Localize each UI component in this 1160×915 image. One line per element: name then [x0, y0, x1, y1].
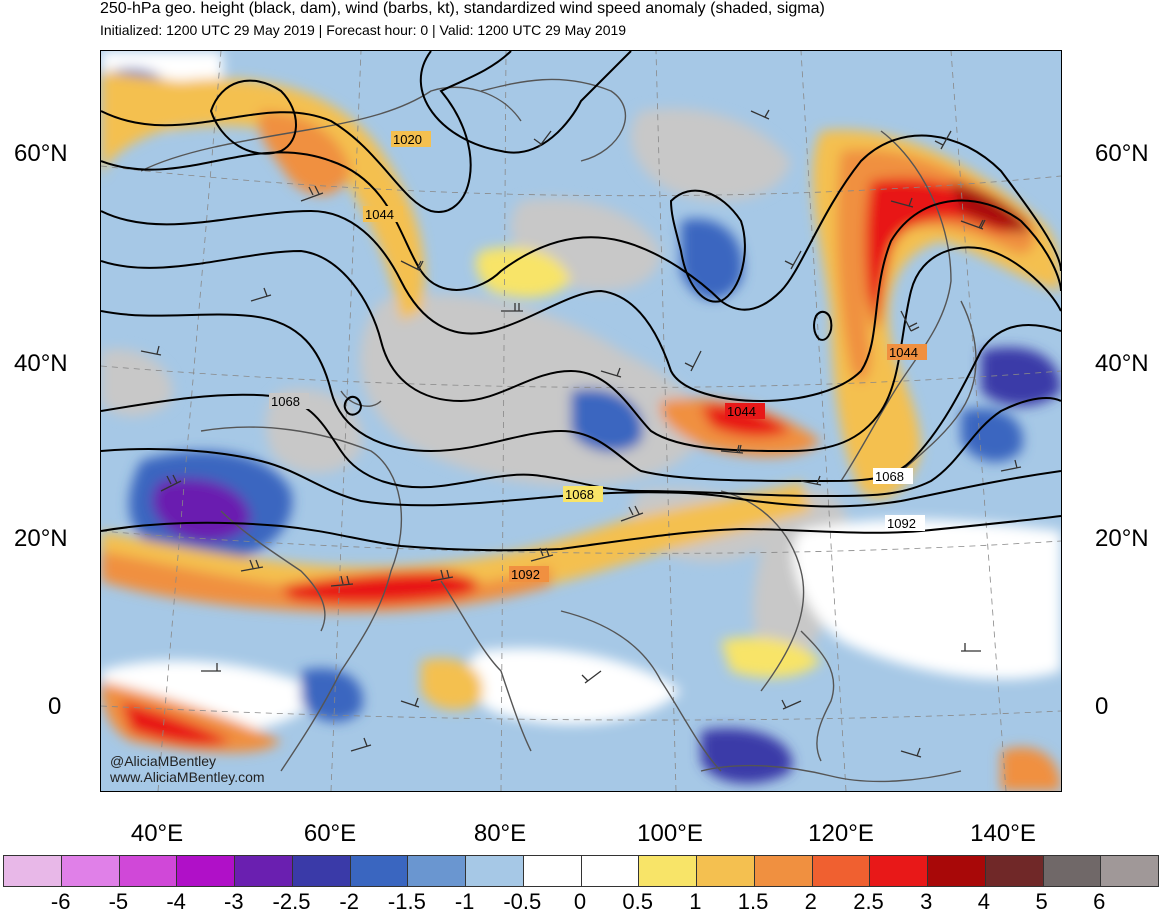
colorbar-tick-label: 2: [804, 889, 817, 914]
contour-label: 1044: [365, 207, 394, 222]
colorbar-swatch: [754, 856, 813, 886]
wind-barbs: [140, 109, 1022, 758]
colorbar-swatch: [350, 856, 409, 886]
graticule: [101, 51, 1061, 791]
colorbar-tick-label: 5: [1035, 889, 1048, 914]
colorbar-tick-label: -3: [224, 889, 244, 914]
map-canvas: 1020 1044 1068 1044 1044 1068 1068 1092 …: [101, 51, 1061, 791]
lon-label-80e: 80°E: [473, 820, 527, 847]
contour-label: 1068: [875, 469, 904, 484]
colorbar-tick-label: 1: [689, 889, 702, 914]
colorbar-swatch: [1043, 856, 1102, 886]
colorbar-tick-label: -5: [108, 889, 129, 914]
lat-label-60n-right: 60°N: [1095, 140, 1149, 167]
colorbar-swatch: [697, 856, 755, 886]
map-title: 250-hPa geo. height (black, dam), wind (…: [100, 0, 825, 17]
map-subtitle: Initialized: 1200 UTC 29 May 2019 | Fore…: [100, 22, 627, 38]
contour-label: 1068: [271, 394, 300, 409]
colorbar-swatch: [177, 856, 235, 886]
colorbar-swatch: [119, 856, 178, 886]
colorbar-tick-label: 3: [920, 889, 933, 914]
colorbar-swatch: [235, 856, 293, 886]
colorbar-swatch: [812, 856, 871, 886]
colorbar-tick-label: 4: [977, 889, 991, 914]
colorbar-tick-label: 2.5: [853, 889, 884, 914]
lon-label-40e: 40°E: [130, 820, 184, 847]
colorbar-swatch: [1101, 856, 1158, 886]
lat-label-0-right: 0: [1095, 693, 1109, 720]
anomaly-shading: [101, 51, 1061, 791]
lon-label-140e: 140°E: [970, 820, 1036, 847]
height-contours: [101, 51, 1061, 552]
colorbar-tick-label: 1.5: [737, 889, 769, 914]
colorbar-tick-label: 6: [1093, 889, 1106, 914]
colorbar-swatch: [466, 856, 524, 886]
colorbar-swatch: [985, 856, 1044, 886]
credit-site: www.AliciaMBentley.com: [110, 769, 265, 785]
contour-label: 1044: [889, 345, 918, 360]
colorbar-swatch: [4, 856, 62, 886]
colorbar-tick-label: -2.5: [272, 889, 311, 914]
contour-label: 1092: [887, 516, 916, 531]
contour-label: 1020: [393, 132, 422, 147]
colorbar-tick-label: -2: [339, 889, 359, 914]
colorbar-tick-label: -4: [166, 889, 186, 914]
lon-label-120e: 120°E: [808, 820, 874, 847]
contour-label: 1044: [727, 404, 756, 419]
colorbar-swatch: [61, 856, 120, 886]
colorbar-tick-label: -1.5: [387, 889, 426, 914]
colorbar-tick-label: -0.5: [503, 889, 542, 914]
colorbar: [3, 855, 1159, 887]
colorbar-tick-label: 0: [573, 889, 587, 914]
colorbar-tick-label: -6: [50, 889, 71, 914]
colorbar-swatch: [928, 856, 986, 886]
lat-label-40n-left: 40°N: [14, 350, 68, 377]
lat-label-20n-right: 20°N: [1095, 525, 1149, 552]
lat-label-60n-left: 60°N: [14, 140, 68, 167]
map-panel: 1020 1044 1068 1044 1044 1068 1068 1092 …: [100, 50, 1062, 792]
colorbar-swatch: [523, 856, 582, 886]
lat-label-40n-right: 40°N: [1095, 350, 1149, 377]
credit-handle: @AliciaMBentley: [110, 753, 217, 769]
colorbar-tick-label: 0.5: [622, 889, 653, 914]
lon-label-60e: 60°E: [303, 820, 357, 847]
colorbar-tick-label: -1: [454, 889, 475, 914]
colorbar-swatch: [581, 856, 640, 886]
lat-label-20n-left: 20°N: [14, 525, 68, 552]
lat-label-0-left: 0: [48, 693, 62, 720]
contour-label: 1092: [511, 567, 540, 582]
contour-label-group: 1020 1044 1068 1044 1044 1068 1068 1092 …: [269, 131, 927, 582]
colorbar-swatch: [292, 856, 351, 886]
colorbar-swatch: [639, 856, 697, 886]
colorbar-swatch: [870, 856, 928, 886]
lon-label-100e: 100°E: [637, 820, 703, 847]
colorbar-swatch: [408, 856, 466, 886]
contour-label: 1068: [565, 487, 594, 502]
